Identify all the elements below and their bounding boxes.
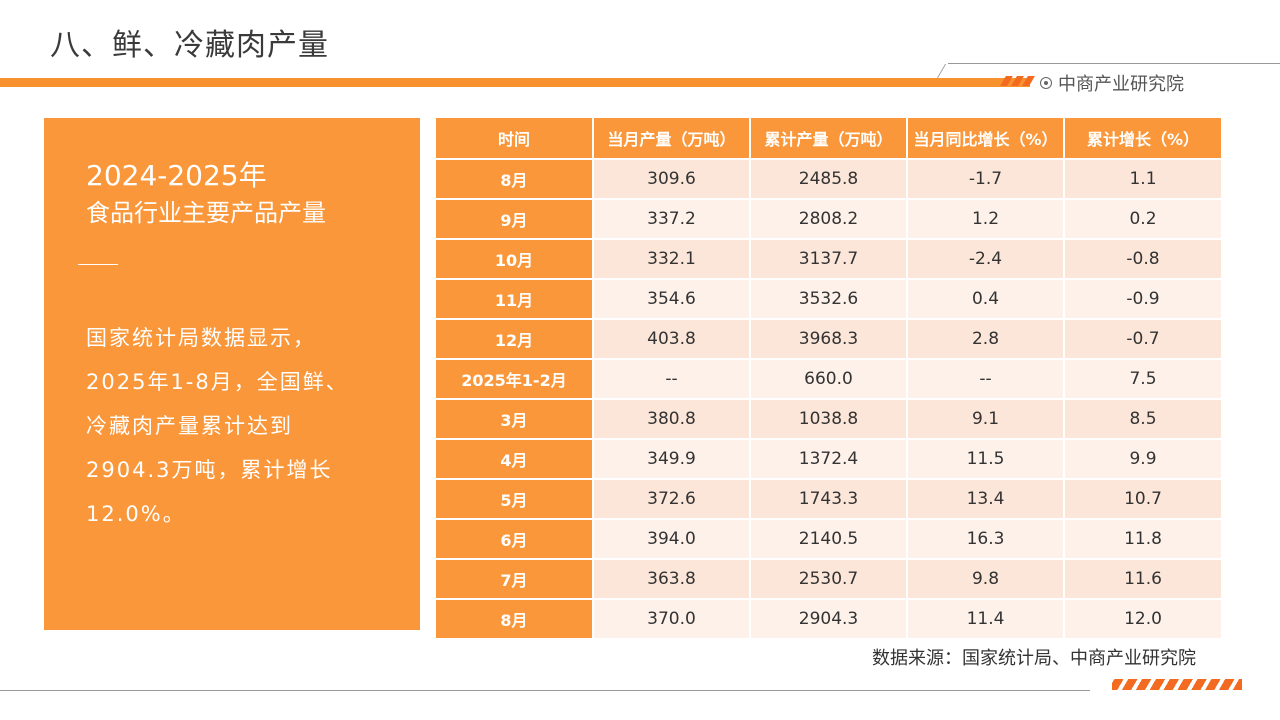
cumulative-output-cell: 1743.3 (750, 478, 908, 519)
data-source-note: 数据来源：国家统计局、中商产业研究院 (872, 648, 1196, 669)
summary-period: 2024-2025年 (86, 159, 267, 192)
summary-text: 国家统计局数据显示，2025年1-8月，全国鲜、冷藏肉产量累计达到2904.3万… (86, 326, 349, 526)
monthly-yoy-cell: -2.4 (907, 238, 1065, 279)
cumulative-growth-cell: 10.7 (1064, 478, 1221, 519)
monthly-output-cell: -- (593, 358, 751, 399)
cumulative-output-cell: 2485.8 (750, 158, 908, 199)
monthly-yoy-cell: 13.4 (907, 478, 1065, 519)
monthly-output-cell: 372.6 (593, 478, 751, 519)
time-cell: 6月 (436, 518, 594, 559)
header-stripes (1000, 76, 1035, 86)
column-header-monthly-output: 当月产量（万吨） (593, 118, 751, 159)
time-cell: 12月 (436, 318, 594, 359)
monthly-output-cell: 363.8 (593, 558, 751, 599)
brand: 中商产业研究院 (1040, 70, 1184, 96)
monthly-output-cell: 394.0 (593, 518, 751, 559)
cumulative-growth-cell: 11.8 (1064, 518, 1221, 559)
monthly-yoy-cell: 11.5 (907, 438, 1065, 479)
brand-logo-icon (1040, 77, 1052, 89)
footer-divider-line (0, 690, 1090, 691)
header-accent-bar (0, 78, 1030, 87)
brand-name: 中商产业研究院 (1058, 74, 1184, 95)
monthly-yoy-cell: 2.8 (907, 318, 1065, 359)
table-row: 6月 394.0 2140.5 16.3 11.8 (436, 518, 1221, 559)
cumulative-output-cell: 2904.3 (750, 598, 908, 638)
cumulative-output-cell: 2530.7 (750, 558, 908, 599)
page-title: 八、鲜、冷藏肉产量 (50, 28, 329, 63)
monthly-yoy-cell: -1.7 (907, 158, 1065, 199)
time-cell: 4月 (436, 438, 594, 479)
footer-stripe-bar (1112, 679, 1242, 690)
cumulative-growth-cell: 11.6 (1064, 558, 1221, 599)
table-row: 8月 370.0 2904.3 11.4 12.0 (436, 598, 1221, 638)
monthly-output-cell: 380.8 (593, 398, 751, 439)
monthly-yoy-cell: 9.8 (907, 558, 1065, 599)
time-cell: 10月 (436, 238, 594, 279)
monthly-output-cell: 309.6 (593, 158, 751, 199)
cumulative-growth-cell: 7.5 (1064, 358, 1221, 399)
table-row: 8月 309.6 2485.8 -1.7 1.1 (436, 158, 1221, 199)
time-cell: 9月 (436, 198, 594, 239)
cumulative-growth-cell: 8.5 (1064, 398, 1221, 439)
table-row: 3月 380.8 1038.8 9.1 8.5 (436, 398, 1221, 439)
summary-heading: 食品行业主要产品产量 (86, 199, 326, 227)
table-row: 10月 332.1 3137.7 -2.4 -0.8 (436, 238, 1221, 279)
monthly-output-cell: 332.1 (593, 238, 751, 279)
time-cell: 2025年1-2月 (436, 358, 594, 399)
column-header-cumulative-output: 累计产量（万吨） (750, 118, 908, 159)
monthly-yoy-cell: 9.1 (907, 398, 1065, 439)
header-divider-line (948, 63, 1280, 64)
table-row: 12月 403.8 3968.3 2.8 -0.7 (436, 318, 1221, 359)
monthly-yoy-cell: 16.3 (907, 518, 1065, 559)
cumulative-output-cell: 3532.6 (750, 278, 908, 319)
cumulative-growth-cell: 0.2 (1064, 198, 1221, 239)
cumulative-growth-cell: 1.1 (1064, 158, 1221, 199)
cumulative-output-cell: 1372.4 (750, 438, 908, 479)
production-table: 时间 当月产量（万吨） 累计产量（万吨） 当月同比增长（%） 累计增长（%） 8… (436, 118, 1221, 638)
cumulative-growth-cell: 9.9 (1064, 438, 1221, 479)
summary-divider (78, 264, 118, 265)
monthly-yoy-cell: 0.4 (907, 278, 1065, 319)
table-header-row: 时间 当月产量（万吨） 累计产量（万吨） 当月同比增长（%） 累计增长（%） (436, 118, 1221, 159)
table-row: 7月 363.8 2530.7 9.8 11.6 (436, 558, 1221, 599)
time-cell: 8月 (436, 598, 594, 638)
monthly-yoy-cell: 1.2 (907, 198, 1065, 239)
table-row: 2025年1-2月 -- 660.0 -- 7.5 (436, 358, 1221, 399)
header-divider-slash (936, 64, 947, 78)
time-cell: 5月 (436, 478, 594, 519)
cumulative-output-cell: 2808.2 (750, 198, 908, 239)
cumulative-growth-cell: -0.9 (1064, 278, 1221, 319)
column-header-cumulative-growth: 累计增长（%） (1064, 118, 1221, 159)
time-cell: 11月 (436, 278, 594, 319)
cumulative-output-cell: 2140.5 (750, 518, 908, 559)
cumulative-growth-cell: -0.7 (1064, 318, 1221, 359)
summary-panel: 2024-2025年 食品行业主要产品产量 国家统计局数据显示，2025年1-8… (44, 118, 420, 630)
table-row: 4月 349.9 1372.4 11.5 9.9 (436, 438, 1221, 479)
table-row: 9月 337.2 2808.2 1.2 0.2 (436, 198, 1221, 239)
cumulative-output-cell: 660.0 (750, 358, 908, 399)
monthly-yoy-cell: -- (907, 358, 1065, 399)
column-header-time: 时间 (436, 118, 594, 159)
monthly-yoy-cell: 11.4 (907, 598, 1065, 638)
monthly-output-cell: 403.8 (593, 318, 751, 359)
monthly-output-cell: 349.9 (593, 438, 751, 479)
monthly-output-cell: 354.6 (593, 278, 751, 319)
column-header-monthly-yoy: 当月同比增长（%） (907, 118, 1065, 159)
time-cell: 8月 (436, 158, 594, 199)
cumulative-growth-cell: 12.0 (1064, 598, 1221, 638)
cumulative-growth-cell: -0.8 (1064, 238, 1221, 279)
cumulative-output-cell: 1038.8 (750, 398, 908, 439)
table-row: 11月 354.6 3532.6 0.4 -0.9 (436, 278, 1221, 319)
monthly-output-cell: 337.2 (593, 198, 751, 239)
table-row: 5月 372.6 1743.3 13.4 10.7 (436, 478, 1221, 519)
cumulative-output-cell: 3137.7 (750, 238, 908, 279)
time-cell: 7月 (436, 558, 594, 599)
cumulative-output-cell: 3968.3 (750, 318, 908, 359)
monthly-output-cell: 370.0 (593, 598, 751, 638)
time-cell: 3月 (436, 398, 594, 439)
